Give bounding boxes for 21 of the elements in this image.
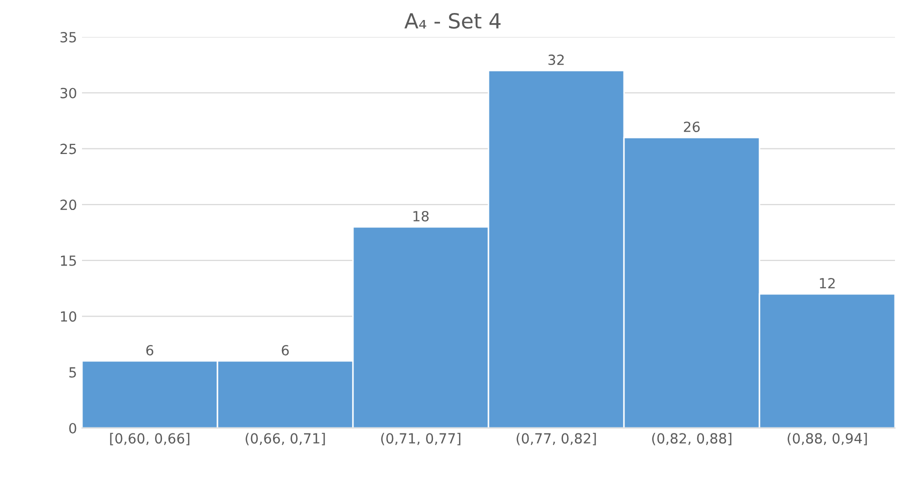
x-tick-label: (0,66, 0,71]	[246, 432, 325, 446]
x-tick-label: [0,60, 0,66]	[110, 432, 190, 446]
chart-title: A₄ - Set 4	[404, 12, 501, 29]
data-label: 32	[548, 54, 564, 66]
data-label: 26	[684, 122, 700, 132]
y-tick-label: 0	[69, 422, 76, 434]
y-tick-label: 15	[60, 256, 76, 266]
y-tick-label: 10	[60, 311, 76, 322]
data-label: 6	[146, 344, 154, 356]
y-tick-label: 25	[60, 144, 76, 154]
x-tick-label: (0,77, 0,82]	[516, 432, 596, 446]
y-tick-label: 30	[60, 88, 76, 98]
x-tick-label: (0,82, 0,88]	[652, 432, 732, 446]
x-tick-label: (0,71, 0,77]	[381, 432, 460, 446]
data-label: 12	[820, 278, 835, 288]
y-tick-label: 5	[69, 367, 76, 378]
y-tick-label: 35	[60, 32, 76, 42]
x-tick-label: (0,88, 0,94]	[788, 432, 867, 446]
y-tick-label: 20	[60, 200, 76, 210]
data-label: 6	[282, 344, 289, 356]
data-label: 18	[413, 210, 429, 222]
